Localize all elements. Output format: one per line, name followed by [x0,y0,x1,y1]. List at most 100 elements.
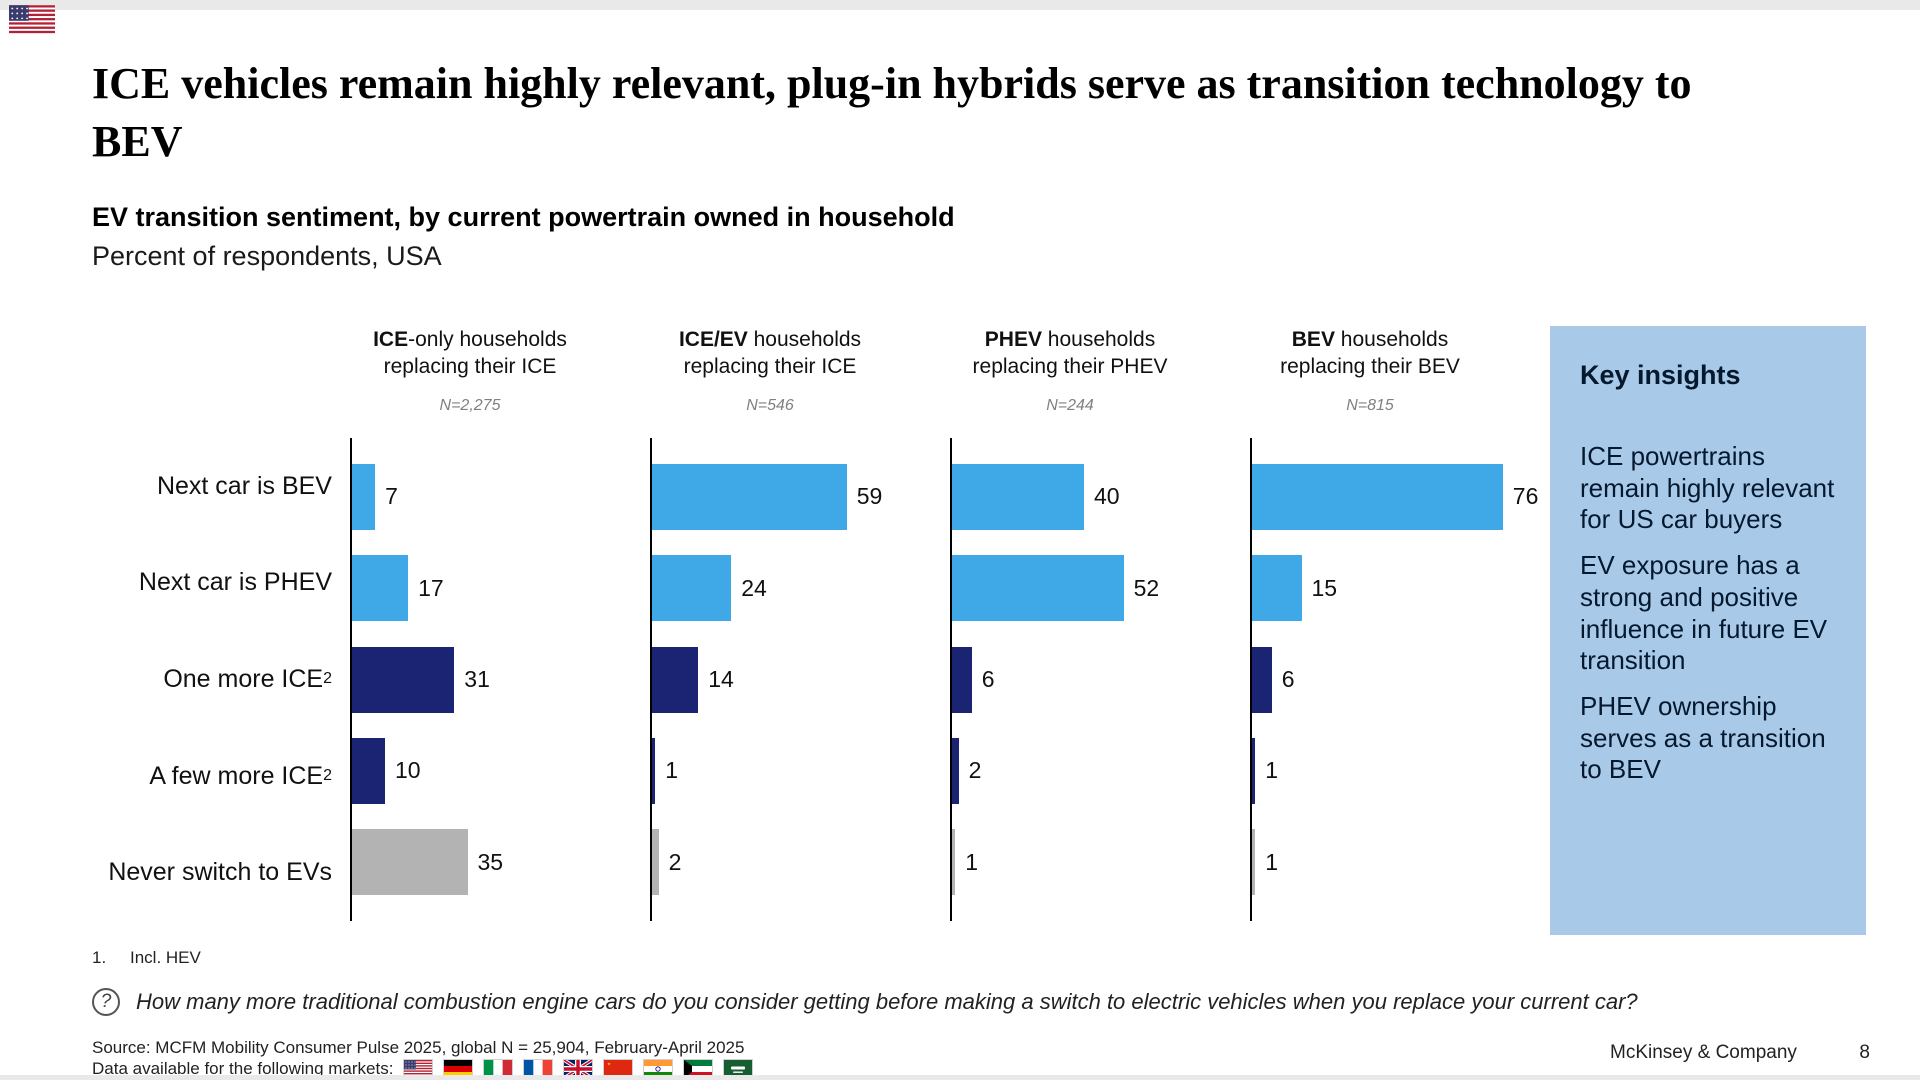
bar [352,829,468,896]
bar-value-label: 6 [1281,666,1295,693]
bar [1252,829,1256,896]
bar-value-label: 17 [418,574,444,601]
key-insight-item: EV exposure has a strong and positive in… [1580,550,1828,676]
chart-subtitle: Percent of respondents, USA [92,241,442,271]
bar-value-label: 2 [968,757,982,784]
footnote-text: Incl. HEV [130,948,201,967]
bar-value-label: 14 [708,666,734,693]
bar-value-label: 10 [395,757,421,784]
bar [652,646,699,713]
bar [952,646,972,713]
survey-question-text: How many more traditional combustion eng… [136,989,1638,1014]
bar-row: 1 [1252,817,1550,908]
header-spacer [92,320,332,438]
bar [652,737,656,804]
bar-row: 2 [652,817,950,908]
plot-area: 40 52 6 2 1 [950,438,1250,921]
panel-header-wrap: ICE-only households replacing their ICE N=… [350,320,650,438]
category-label: Next car is BEV [156,471,332,500]
bar [952,737,959,804]
key-insight-item: PHEV ownership serves as a transition to… [1580,691,1826,785]
bar-row: 6 [952,634,1250,725]
flag-saudi-arabia-icon [723,1059,754,1079]
panel-header-wrap: ICE/EV households replacing their ICE N=54… [650,320,950,438]
brand-row: McKinsey & Company 8 [1610,1042,1870,1064]
flag-uk-icon [563,1059,594,1079]
key-insight-item: ICE powertrains remain highly relevant f… [1580,441,1835,535]
bar-row: 76 [1252,451,1550,542]
footnote: 1. Incl. HEV [92,948,201,968]
bar-value-label: 7 [385,483,398,510]
bar-value-label: 2 [668,848,682,875]
panel-header-wrap: BEV households replacing their BEV N=815 [1250,320,1550,438]
key-insights-panel: Key insights ICE powertrains remain high… [1550,326,1866,935]
bar-value-label: 40 [1094,483,1120,510]
category-labels-column: Next car is BEV Next car is PHEV One more … [92,320,350,921]
question-mark-icon: ? [92,988,120,1016]
bar-value-label: 24 [741,574,767,601]
panel-header-line1: ICE/EV households [678,328,862,351]
bar-row: 52 [952,542,1250,633]
bar [1252,555,1302,622]
bar [952,463,1084,530]
bar [652,555,732,622]
bar-row: 1 [1252,725,1550,816]
bar-value-label: 1 [1265,757,1279,784]
bar-row: 1 [952,817,1250,908]
panel-header: PHEV households replacing their PHEV N=244 [950,320,1190,419]
bottom-edge-strip [0,1075,1920,1080]
panel-header-wrap: PHEV households replacing their PHEV N=244 [950,320,1250,438]
plot-area: 76 15 6 1 1 [1250,438,1550,921]
sample-size-label: N=2,275 [439,397,501,414]
chart-panels: ICE-only households replacing their ICE N=… [350,320,1550,921]
bar [352,737,385,804]
flag-usa-icon [403,1059,434,1079]
sample-size-label: N=546 [746,397,794,414]
bar-row: 35 [352,817,650,908]
footnote-number: 1. [92,948,107,967]
bar [352,463,376,530]
bar [952,829,956,896]
chart-area: Next car is BEV Next car is PHEV One more … [92,320,1550,921]
bar-row: 1 [652,725,950,816]
panel-header-line2: replacing their ICE [383,355,557,378]
bar [352,555,409,622]
bar-row: 31 [352,634,650,725]
chart-panel: ICE/EV households replacing their ICE N=54… [650,320,950,921]
panel-header-line1: BEV households [1291,328,1449,351]
bar [1252,737,1256,804]
bar-value-label: 15 [1311,574,1338,601]
bar-row: 40 [952,451,1250,542]
bar-value-label: 6 [981,666,995,693]
panel-header-line1: ICE-only households [373,328,567,351]
markets-label: Data available for the following markets… [92,1059,394,1078]
category-label: Never switch to EVs [108,858,332,887]
source-line: Source: MCFM Mobility Consumer Pulse 202… [92,1038,745,1057]
bar-value-label: 1 [1265,848,1279,875]
page-title: ICE vehicles remain highly relevant, plu… [92,59,1692,166]
usa-flag-icon [9,5,55,35]
bar-row: 2 [952,725,1250,816]
sample-size-label: N=815 [1346,397,1394,414]
panel-header-line2: replacing their PHEV [972,355,1168,378]
key-insights-title: Key insights [1580,360,1741,390]
top-edge-strip [0,0,1920,10]
bar-value-label: 35 [477,848,504,875]
bar-value-label: 59 [856,483,883,510]
plot-area: 59 24 14 1 2 [650,438,950,921]
bar-value-label: 1 [965,848,979,875]
bar-row: 24 [652,542,950,633]
panel-header: ICE-only households replacing their ICE N=… [350,320,590,419]
key-insights-list: ICE powertrains remain highly relevant f… [1580,441,1840,786]
panel-header-line2: replacing their BEV [1280,355,1460,378]
bar-value-label: 1 [665,757,679,784]
panel-header-line2: replacing their ICE [683,355,857,378]
bar-value-label: 76 [1512,483,1539,510]
bar-value-label: 31 [464,666,490,693]
bar-value-label: 52 [1133,574,1160,601]
panel-header: BEV households replacing their BEV N=815 [1250,320,1490,419]
bar-row: 6 [1252,634,1550,725]
chart-panel: PHEV households replacing their PHEV N=244… [950,320,1250,921]
chart-title: EV transition sentiment, by current powe… [92,202,955,232]
